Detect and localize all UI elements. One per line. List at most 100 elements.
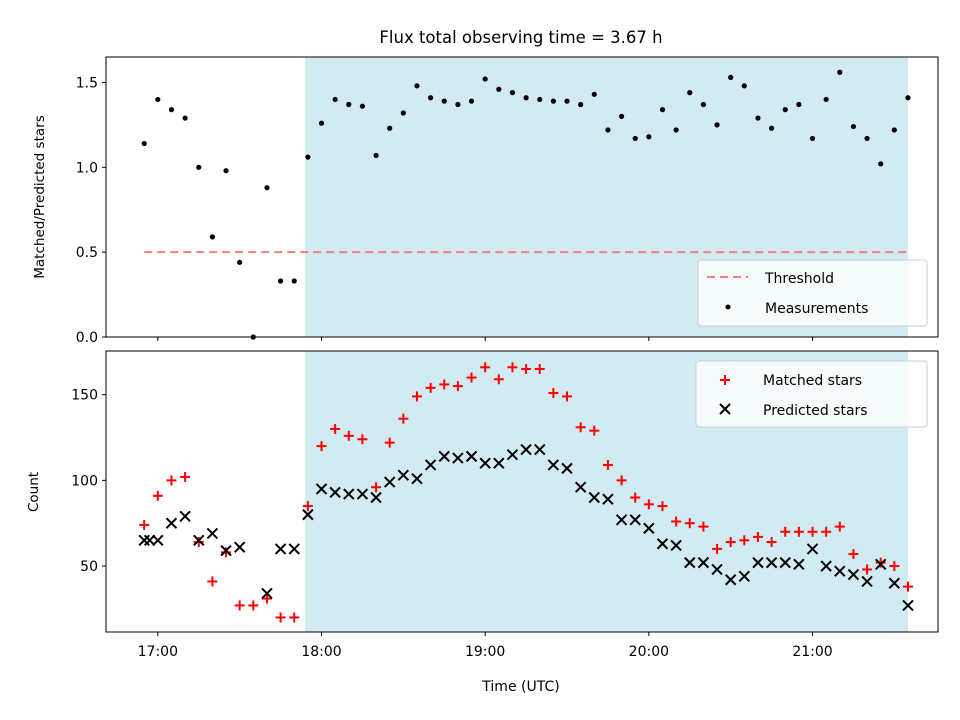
bottom-y-tick-label: 150 [71,388,98,404]
measurement-point [823,96,829,103]
matched-star-point [834,521,845,532]
measurement-point [837,69,843,75]
matched-star-point [589,425,600,436]
predicted-star-point [179,510,191,523]
matched-star-point [357,434,368,445]
legend-measurements-label: Measurements [765,301,868,317]
predicted-star-point [143,534,156,547]
matched-star-point [875,557,886,568]
predicted-star-point [274,543,287,555]
x-tick-label: 19:00 [465,644,505,660]
matched-star-point [425,382,436,393]
predicted-star-point [152,534,164,547]
measurement-point [141,140,147,147]
predicted-star-point [902,599,914,612]
predicted-star-point [465,450,478,463]
predicted-star-point [684,556,696,569]
measurement-point [441,98,447,104]
predicted-star-point [861,575,873,588]
measurement-point [509,90,516,96]
matched-star-point [466,372,477,383]
predicted-star-point [397,469,410,481]
matched-star-point [221,547,232,558]
predicted-star-point [561,462,573,475]
predicted-star-point [670,539,682,552]
matched-star-point [534,363,545,374]
predicted-star-point [643,522,655,535]
legend-matched-swatch [720,375,730,385]
x-tick-label: 21:00 [792,644,832,660]
measurement-point [537,96,543,103]
measurement-point [482,76,488,82]
matched-star-point [862,564,873,575]
predicted-star-point [302,508,314,521]
x-tick-label: 20:00 [629,644,669,660]
matched-star-point [289,612,300,623]
measurement-point [673,127,679,133]
measurement-point [223,168,229,174]
predicted-star-point [820,560,832,572]
measurement-point [796,101,802,108]
measurement-point [168,107,175,113]
top-axis-ticks: 0.0 0.5 1.0 1.5 [76,75,814,346]
measurement-point [346,101,352,108]
matched-star-point [480,362,491,373]
matched-star-point [493,374,504,385]
matched-star-point [739,535,750,546]
matched-star-point [698,521,709,532]
predicted-star-point [411,472,423,485]
matched-star-point [275,612,286,623]
legend-predicted-label: Predicted stars [763,403,868,419]
predicted-star-point [656,538,669,550]
predicted-star-point [574,481,587,493]
predicted-star-point [534,443,546,456]
measurement-point [618,113,625,119]
predicted-star-point [793,558,805,571]
x-tick-label: 17:00 [138,644,178,660]
predicted-star-point [806,543,819,555]
matched-star-point [616,475,627,486]
matched-star-point [139,519,150,530]
measurement-point [687,90,693,96]
top-y-tick-label: 0.5 [76,245,98,261]
predicted-star-point [506,448,519,461]
predicted-star-point [615,514,628,526]
measurement-point [387,125,393,131]
matched-star-point [712,543,723,554]
measurement-point [414,83,420,89]
matched-star-point [180,471,191,482]
predicted-star-point [847,568,860,581]
matched-star-point [889,561,900,572]
predicted-star-point [424,459,437,471]
matched-star-point [330,423,341,434]
bottom-legend-box [695,360,928,428]
measurement-point [373,152,379,159]
measurement-point [305,154,311,160]
predicted-star-point [206,527,219,540]
measurement-point [755,115,761,121]
measurement-point [318,120,325,126]
matched-star-point [507,362,518,373]
bottom-axis-ticks: 17:00 18:00 19:00 20:00 21:00 50 100 150 [71,388,832,660]
measurement-point [591,91,597,97]
matched-star-point [152,490,163,501]
predicted-star-point [697,556,710,569]
matched-star-point [602,459,613,470]
measurement-point [428,95,434,101]
measurement-point [782,107,788,113]
measurement-point [878,161,884,167]
predicted-star-point [343,488,355,500]
matched-star-point [439,379,450,390]
measurement-point [809,135,816,142]
legend-threshold-label: Threshold [764,271,834,287]
measurement-point [905,95,911,101]
predicted-star-point [834,565,846,577]
matched-star-point [807,526,818,537]
measurement-point [264,185,270,191]
matched-star-point [793,526,804,537]
measurement-point [359,103,366,109]
top-y-tick-label: 1.0 [76,160,98,176]
matched-star-point [207,576,218,587]
